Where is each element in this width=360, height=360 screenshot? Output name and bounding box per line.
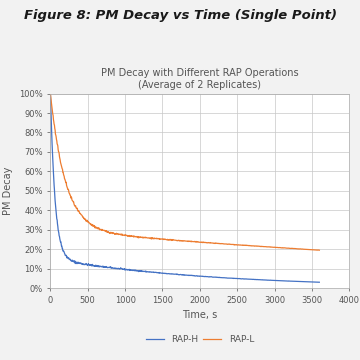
- X-axis label: Time, s: Time, s: [182, 310, 217, 320]
- RAP-H: [204, 274, 209, 279]
- RAP-H: [65, 256, 69, 260]
- RAP-L: [65, 184, 69, 189]
- Line: RAP-H: RAP-H: [50, 94, 319, 282]
- RAP-L: [317, 248, 321, 252]
- Line: RAP-L: RAP-L: [50, 94, 319, 250]
- Text: Figure 8: PM Decay vs Time (Single Point): Figure 8: PM Decay vs Time (Single Point…: [23, 9, 337, 22]
- RAP-L: [211, 241, 216, 246]
- RAP-L: [220, 242, 224, 246]
- RAP-H: [211, 275, 216, 279]
- RAP-H: [48, 91, 53, 96]
- Legend: RAP-H, RAP-L: RAP-H, RAP-L: [142, 332, 258, 348]
- RAP-H: [220, 275, 224, 280]
- RAP-L: [280, 246, 284, 250]
- Title: PM Decay with Different RAP Operations
(Average of 2 Replicates): PM Decay with Different RAP Operations (…: [101, 68, 298, 90]
- RAP-L: [252, 244, 257, 248]
- RAP-L: [48, 91, 53, 96]
- RAP-L: [204, 240, 209, 245]
- RAP-H: [252, 277, 257, 282]
- RAP-H: [317, 280, 321, 284]
- RAP-H: [280, 279, 284, 283]
- Y-axis label: PM Decay: PM Decay: [4, 167, 13, 215]
